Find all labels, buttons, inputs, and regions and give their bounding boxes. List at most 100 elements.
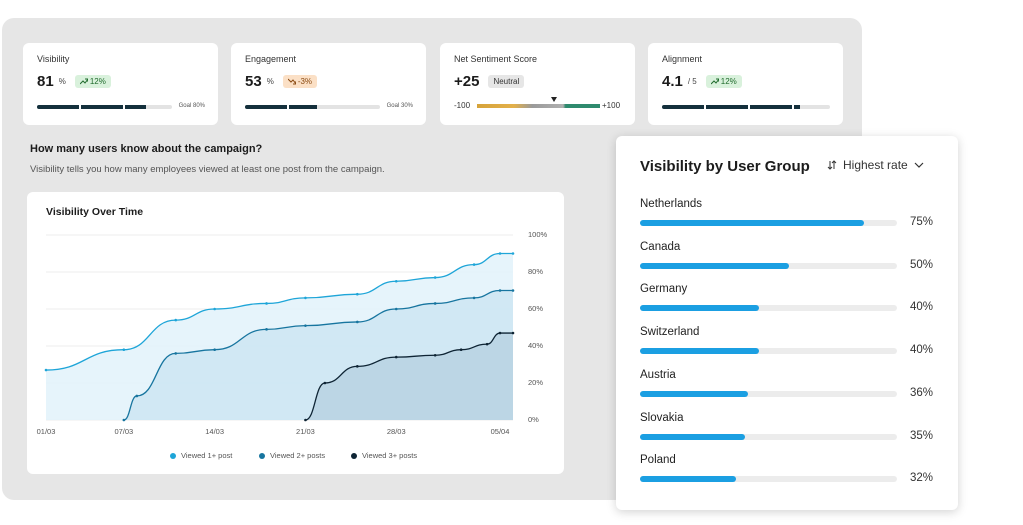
- change-text: 12%: [720, 77, 737, 86]
- legend-label: Viewed 1+ post: [181, 451, 233, 460]
- point: [213, 307, 216, 311]
- y-tick-label: 60%: [528, 304, 543, 313]
- value-label: 36%: [909, 386, 933, 399]
- legend-swatch: [351, 453, 357, 459]
- trend-arrow: [79, 78, 88, 85]
- point: [304, 418, 307, 422]
- trend-icon: [710, 78, 719, 85]
- change-text: 12%: [89, 77, 106, 86]
- value-label: 75%: [909, 216, 933, 228]
- progress-track: [662, 105, 830, 109]
- point: [174, 318, 178, 322]
- point: [356, 320, 359, 324]
- sort-control[interactable]: Highest rate: [827, 158, 924, 172]
- sort-icon: [827, 160, 837, 170]
- legend-label: Viewed 3+ posts: [362, 451, 417, 460]
- scale-min: -100: [454, 101, 471, 110]
- change-badge: 12%: [705, 75, 742, 88]
- chart-title: Visibility Over Time: [46, 206, 143, 218]
- bar-track: [640, 390, 897, 397]
- point: [135, 394, 139, 398]
- kpi-value: 4.1: [662, 73, 683, 90]
- group-name: Poland: [640, 454, 676, 467]
- kpi-unit: / 5: [687, 77, 697, 86]
- card-title: Visibility by User Group: [640, 158, 810, 175]
- goal-label: Goal 30%: [386, 103, 413, 109]
- bar: [640, 305, 760, 312]
- point: [122, 348, 126, 351]
- user-group-card: Visibility by User Group Highest rate Ne…: [616, 136, 958, 510]
- progress-fill: [245, 105, 317, 109]
- point: [511, 252, 515, 255]
- point: [511, 331, 515, 335]
- progress-track: [37, 105, 172, 109]
- kpi-row: 81% 12%: [37, 73, 111, 90]
- chart-card: Visibility Over Time 0% 20% 40% 60% 80% 100% 0…: [27, 192, 564, 474]
- kpi-card: Visibility 81% 12% Goal 80%: [23, 43, 218, 125]
- value-label: 40%: [909, 301, 933, 314]
- trend-icon: [79, 78, 88, 85]
- x-tick-label: 28/03: [387, 427, 406, 436]
- bar-track: [640, 348, 897, 355]
- group-name: Netherlands: [640, 198, 703, 210]
- point: [304, 324, 307, 327]
- point: [304, 296, 307, 300]
- group-name: Switzerland: [640, 326, 700, 339]
- point: [472, 296, 476, 300]
- progress-fill: [662, 105, 800, 109]
- bar: [640, 348, 760, 355]
- kpi-label: Engagement: [245, 54, 297, 64]
- x-tick-label: 21/03: [296, 427, 315, 436]
- bar: [640, 476, 736, 483]
- section-subtitle: Visibility tells you how many employees …: [30, 164, 385, 175]
- change-badge: -3%: [282, 75, 318, 88]
- point: [265, 302, 268, 305]
- bar-track: [640, 433, 897, 440]
- bar-track: [640, 220, 897, 226]
- kpi-card: Engagement 53% -3% Goal 30%: [231, 43, 426, 125]
- point: [511, 289, 515, 292]
- bar: [640, 390, 748, 397]
- point: [394, 307, 398, 311]
- value-label: 32%: [909, 472, 933, 485]
- legend-swatch: [170, 453, 176, 459]
- change-text: -3%: [297, 77, 313, 86]
- bar-track: [640, 305, 897, 312]
- kpi-value: +25: [454, 73, 480, 90]
- progress-track: [245, 105, 380, 109]
- kpi-card: Alignment 4.1 / 5 12%: [648, 43, 843, 125]
- kpi-row: 53% -3%: [245, 73, 318, 90]
- status-badge: Neutral: [488, 75, 525, 88]
- point: [498, 252, 502, 255]
- y-tick-label: 80%: [528, 267, 543, 276]
- kpi-unit: %: [266, 77, 274, 86]
- kpi-label: Visibility: [37, 54, 70, 64]
- point: [498, 331, 502, 335]
- sentiment-track: [477, 104, 600, 108]
- kpi-value: 81: [37, 73, 54, 90]
- kpi-row: 4.1 / 5 12%: [662, 73, 742, 90]
- kpi-label: Net Sentiment Score: [454, 54, 538, 64]
- point: [356, 292, 359, 296]
- line-chart: Visibility Over Time 0% 20% 40% 60% 80% 100% 0…: [37, 206, 548, 460]
- section-title: How many users know about the campaign?: [30, 143, 263, 155]
- x-tick-label: 01/03: [37, 427, 56, 436]
- group-name: Austria: [640, 368, 676, 381]
- change-badge: 12%: [74, 75, 111, 88]
- legend-swatch: [259, 453, 265, 459]
- point: [323, 381, 327, 385]
- y-tick-label: 100%: [528, 230, 548, 239]
- progress-fill: [37, 105, 147, 109]
- scale-max: +100: [602, 101, 621, 110]
- point: [265, 328, 268, 331]
- area: [305, 333, 513, 420]
- point: [356, 365, 359, 368]
- group-name: Germany: [640, 283, 688, 296]
- point: [394, 355, 398, 359]
- trend-icon: [287, 78, 296, 85]
- x-tick-label: 07/03: [114, 427, 133, 436]
- value-label: 40%: [909, 344, 933, 357]
- bar: [640, 220, 864, 226]
- y-tick-label: 40%: [528, 341, 543, 350]
